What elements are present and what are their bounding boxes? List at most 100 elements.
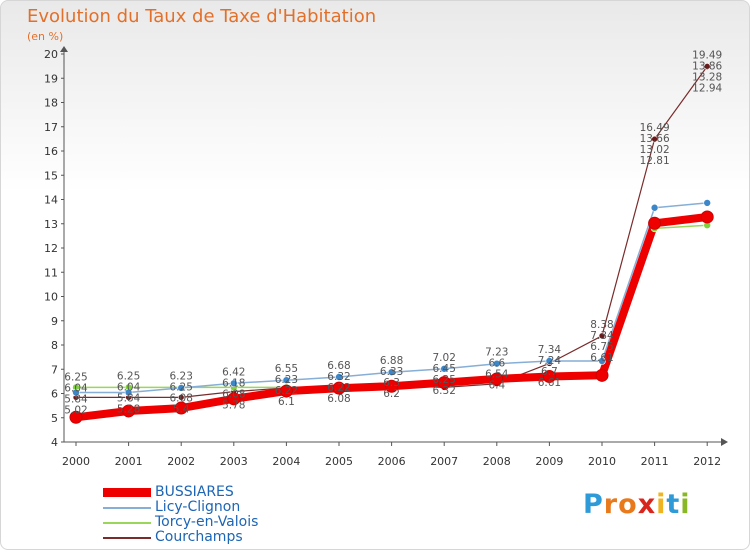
data-label: 6.45 (433, 363, 456, 375)
logo-letter: t (666, 489, 681, 520)
y-axis-arrow (60, 46, 68, 52)
data-point (385, 379, 399, 393)
data-label: 6.75 (590, 341, 613, 353)
logo-letter: i (680, 489, 691, 520)
data-point (650, 203, 659, 212)
y-tick-label: 4 (51, 436, 58, 449)
data-label: 6.22 (327, 382, 350, 394)
data-label: 6.3 (383, 377, 400, 389)
data-label: 5.84 (117, 392, 141, 404)
x-tick-label: 2002 (167, 455, 195, 468)
x-tick-label: 2007 (430, 455, 458, 468)
data-label: 6.68 (327, 360, 350, 372)
data-label: 16.49 (640, 122, 670, 134)
x-tick-label: 2008 (483, 455, 511, 468)
legend-label: Courchamps (155, 529, 243, 545)
data-label: 12.94 (692, 82, 722, 94)
data-label: 6.6 (488, 358, 505, 370)
data-label: 7.23 (485, 347, 508, 359)
data-label: 6.25 (117, 370, 140, 382)
data-point (122, 404, 136, 418)
data-label: 6.04 (117, 381, 141, 393)
data-label: 6.23 (275, 374, 298, 386)
data-label: 6.18 (222, 377, 245, 389)
legend-swatch (103, 537, 151, 539)
data-point (700, 210, 714, 224)
y-tick-label: 14 (44, 194, 58, 207)
data-label: 6.25 (170, 381, 193, 393)
x-tick-label: 2009 (535, 455, 563, 468)
x-tick-label: 2000 (62, 455, 90, 468)
y-axis-unit-label: (en %) (27, 30, 64, 43)
data-point (227, 392, 241, 406)
data-point (595, 368, 609, 382)
x-tick-label: 2010 (588, 455, 616, 468)
data-label: 7.34 (538, 344, 562, 356)
data-point (177, 384, 185, 392)
data-point (230, 379, 238, 388)
data-label: 6.22 (275, 385, 298, 397)
x-tick-label: 2001 (115, 455, 143, 468)
y-tick-label: 10 (44, 291, 58, 304)
data-label: 6.4 (488, 380, 505, 392)
logo-letter: P (583, 489, 604, 520)
legend-label: BUSSIARES (155, 484, 234, 500)
data-label: 7.34 (590, 330, 614, 342)
data-label: 6.55 (275, 363, 298, 375)
data-label: 6.7 (541, 366, 558, 378)
data-label: 7.24 (538, 355, 562, 367)
y-tick-label: 7 (51, 363, 58, 376)
data-point (651, 135, 658, 143)
y-tick-label: 8 (51, 339, 58, 352)
data-label: 6.54 (485, 369, 509, 381)
data-label: 13.66 (640, 133, 670, 145)
data-label: 6.04 (64, 382, 88, 394)
data-point (282, 376, 291, 384)
data-label: 5.84 (64, 393, 88, 405)
data-label: 6.32 (433, 385, 456, 397)
y-tick-label: 19 (44, 72, 58, 85)
logo-letter: r (603, 489, 619, 520)
data-point (492, 359, 501, 368)
data-point (703, 63, 711, 70)
x-axis-arrow (721, 438, 728, 446)
data-label: 13.02 (640, 144, 670, 156)
x-tick-label: 2006 (378, 455, 406, 468)
data-point (703, 199, 712, 207)
legend-swatch (103, 488, 151, 497)
data-label: 6.25 (433, 374, 456, 386)
data-label: 6.33 (380, 366, 403, 378)
data-point (545, 357, 554, 365)
data-point (440, 364, 449, 373)
x-tick-label: 2011 (641, 455, 669, 468)
x-tick-label: 2005 (325, 455, 353, 468)
chart-title: Evolution du Taux de Taxe d'Habitation (27, 6, 377, 27)
x-tick-label: 2012 (693, 455, 721, 468)
proxiti-logo: Proxiti (583, 489, 691, 520)
data-point (174, 401, 188, 415)
x-tick-label: 2003 (220, 455, 248, 468)
y-tick-label: 12 (44, 242, 58, 255)
data-label: 6.42 (222, 366, 245, 378)
y-tick-label: 6 (51, 388, 58, 401)
y-tick-label: 11 (44, 266, 58, 279)
data-label: 6.2 (383, 388, 400, 400)
data-label: 6.61 (538, 377, 561, 389)
data-label: 6.25 (64, 371, 87, 383)
data-label: 5.4 (173, 403, 190, 415)
data-point (69, 410, 83, 424)
data-label: 6.23 (170, 370, 193, 382)
data-point (490, 372, 504, 386)
legend-label: Licy-Clignon (155, 499, 241, 515)
data-point (72, 388, 80, 397)
data-label: 6.1 (278, 396, 295, 408)
logo-letter: x (637, 489, 657, 520)
y-tick-label: 13 (44, 218, 58, 231)
data-label: 6.08 (327, 393, 350, 405)
data-point (279, 384, 293, 398)
data-point (598, 357, 606, 365)
data-point (437, 376, 451, 390)
data-point (387, 368, 396, 376)
